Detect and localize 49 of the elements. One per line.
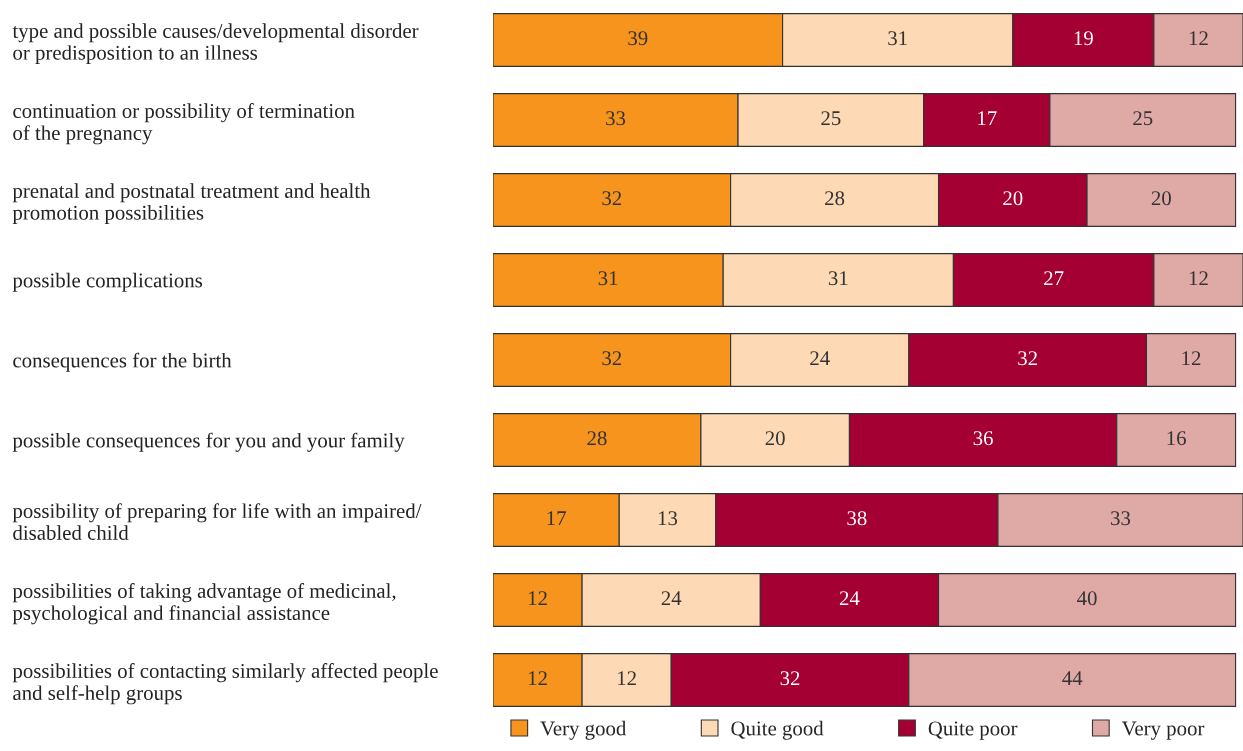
y-tick-label: possibilities of contacting similarly affected people and self-help groups	[12, 663, 438, 705]
y-tick-label: continuation or possibility of termination of the pregnancy	[13, 103, 355, 145]
data-label: 20	[1151, 191, 1171, 206]
y-tick-label: type and possible causes/developmental disorder or predisposition to an illness	[12, 23, 419, 65]
data-label: 12	[1182, 351, 1201, 366]
data-label: 32	[602, 351, 622, 366]
y-tick-label: possibility of preparing for life with an impaired/ disabled child	[12, 503, 422, 540]
data-label: 12	[528, 591, 547, 606]
y-tick-label: possibilities of taking advantage of medicinal, psychological and financial assistance	[12, 583, 396, 625]
data-label: 13	[658, 511, 678, 526]
data-label: 24	[839, 591, 860, 606]
data-label: 24	[661, 591, 682, 606]
data-label: 38	[847, 511, 867, 526]
data-label: 32	[1018, 351, 1037, 366]
data-label: 25	[1133, 111, 1153, 126]
data-label: 28	[587, 431, 607, 446]
data-label: 12	[1189, 271, 1208, 286]
data-label: 31	[828, 271, 848, 286]
legend-label: Quite good	[731, 720, 824, 740]
data-label: 40	[1077, 591, 1097, 606]
data-label: 32	[602, 191, 622, 206]
y-tick-label: consequences for the birth	[13, 352, 232, 372]
data-label: 20	[1003, 191, 1023, 206]
y-tick-label: possible consequences for you and your family	[12, 432, 405, 452]
data-label: 25	[821, 111, 841, 126]
data-label: 44	[1062, 671, 1083, 686]
legend-label: Very poor	[1121, 721, 1205, 740]
data-label: 12	[528, 671, 547, 686]
data-label: 32	[780, 671, 800, 686]
data-label: 12	[1189, 31, 1208, 46]
data-label: 33	[606, 111, 626, 126]
data-label: 28	[825, 191, 845, 206]
data-label: 24	[810, 351, 830, 366]
data-label: 31	[598, 271, 618, 286]
y-tick-label: possible complications	[12, 272, 203, 292]
y-tick-label: prenatal and postnatal treatment and health promotion possibilities	[12, 183, 371, 224]
data-label: 39	[628, 31, 648, 46]
data-label: 36	[973, 431, 993, 446]
data-label: 16	[1167, 431, 1186, 446]
legend-label: Very good	[540, 720, 627, 740]
data-label: 17	[547, 511, 566, 526]
data-label: 20	[765, 431, 785, 446]
data-label: 12	[618, 671, 636, 686]
data-label: 27	[1044, 271, 1064, 286]
data-label: 19	[1074, 31, 1093, 46]
data-label: 31	[888, 31, 907, 46]
data-label: 33	[1111, 511, 1131, 526]
data-label: 17	[978, 111, 997, 126]
legend-label: Quite poor	[928, 721, 1018, 740]
